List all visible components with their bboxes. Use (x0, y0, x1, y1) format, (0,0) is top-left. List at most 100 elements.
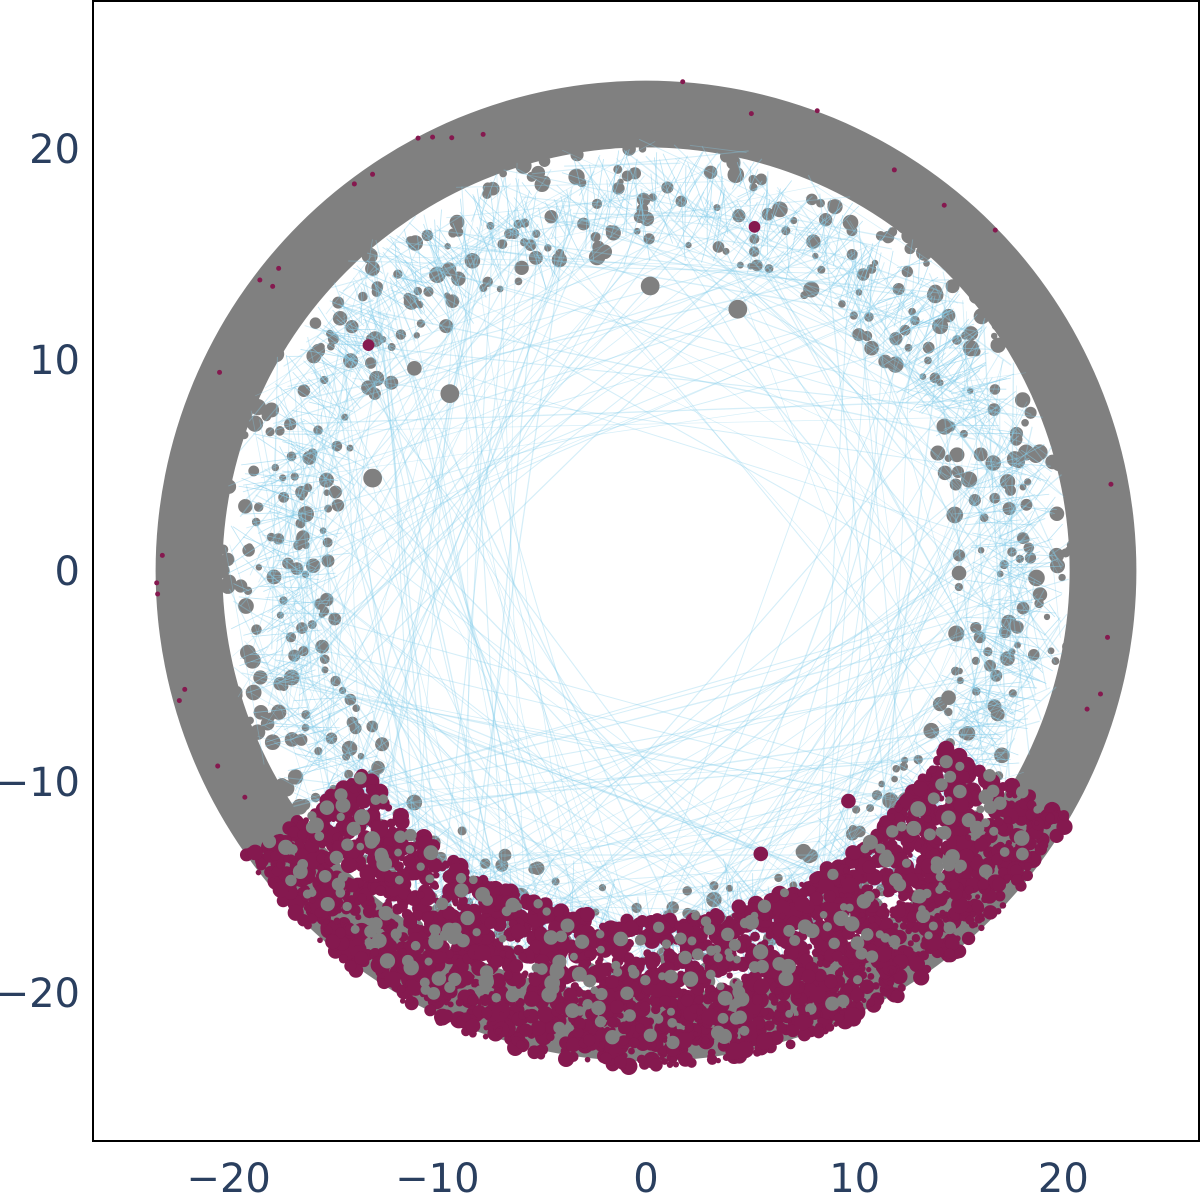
gray-node (633, 227, 641, 235)
edge (349, 214, 576, 875)
highlight-node (649, 1058, 663, 1072)
gray-node (285, 632, 297, 643)
gray-node (514, 277, 523, 286)
edge (271, 356, 278, 650)
edge (365, 282, 506, 921)
gray-node (956, 667, 963, 675)
gray-node (990, 337, 1006, 353)
edge (259, 419, 302, 637)
gray-node (968, 289, 984, 304)
gray-node (717, 1012, 729, 1024)
edge (260, 563, 615, 925)
gray-node (307, 888, 317, 897)
edge (957, 686, 1057, 777)
edge (231, 195, 768, 657)
gray-node (449, 158, 464, 173)
gray-node (221, 552, 235, 567)
highlight-node (797, 962, 803, 969)
edge (269, 599, 328, 605)
gray-node (713, 952, 723, 963)
highlight-node (942, 917, 949, 923)
edge (320, 359, 337, 370)
gray-node (935, 778, 948, 791)
edge (233, 600, 792, 951)
edge (364, 318, 508, 925)
highlight-node (396, 870, 403, 877)
highlight-node (247, 844, 263, 861)
gray-node (653, 921, 665, 933)
gray-node (514, 260, 529, 276)
highlight-node (579, 906, 595, 922)
gray-node (341, 740, 358, 757)
edge (553, 201, 558, 275)
gray-node (976, 805, 985, 814)
highlight-node (383, 836, 395, 849)
edge (267, 650, 320, 672)
edge (693, 282, 946, 956)
edge (641, 262, 885, 935)
edge (338, 349, 758, 912)
edge (270, 395, 279, 507)
highlight-node (459, 970, 474, 986)
highlight-node (523, 991, 540, 1007)
highlight-node (726, 972, 733, 979)
highlight-node (338, 954, 348, 964)
edge (682, 200, 988, 407)
edge (503, 169, 893, 250)
edge (513, 197, 559, 253)
edge (961, 678, 1022, 707)
edge (948, 347, 993, 350)
edge (996, 435, 1020, 457)
gray-node (666, 901, 679, 914)
gray-node (882, 792, 899, 809)
edge (342, 295, 363, 836)
edge (831, 252, 856, 274)
edge (305, 697, 343, 723)
edge (876, 257, 924, 285)
edge (650, 173, 656, 209)
highlight-node (881, 817, 891, 827)
edge (818, 198, 832, 253)
edge (254, 484, 302, 487)
highlight-node (841, 876, 858, 893)
highlight-node (903, 946, 914, 957)
highlight-node (861, 997, 867, 1003)
gray-node (315, 639, 330, 654)
gray-node (849, 311, 858, 320)
edge (278, 672, 334, 684)
edge (999, 551, 1041, 566)
gray-node (479, 284, 488, 293)
gray-node (778, 971, 794, 987)
edge (293, 696, 354, 702)
gray-node (405, 844, 415, 854)
gray-node (1047, 647, 1055, 655)
highlight-node (344, 878, 359, 893)
edge (1000, 711, 1025, 725)
edge (264, 475, 316, 494)
gray-node (944, 770, 957, 783)
gray-node (638, 113, 654, 129)
gray-node (999, 560, 1009, 570)
edge (978, 427, 1017, 433)
edge (830, 252, 941, 292)
highlight-node (957, 770, 970, 783)
highlight-node (965, 915, 975, 925)
edge (1007, 558, 1059, 581)
highlight-node (499, 950, 507, 958)
edge (638, 138, 878, 251)
highlight-node (432, 871, 440, 879)
edge (269, 221, 670, 675)
highlight-node (992, 227, 998, 233)
edge (701, 189, 723, 263)
highlight-node (708, 990, 719, 1001)
gray-node (221, 454, 229, 462)
highlight-node (283, 855, 291, 863)
gray-node (248, 465, 260, 477)
gray-node (442, 262, 457, 277)
gray-node (901, 858, 912, 868)
edge (935, 406, 987, 437)
gray-node (227, 721, 237, 731)
highlight-node (941, 202, 947, 208)
edge (877, 282, 949, 837)
edge (290, 494, 502, 932)
